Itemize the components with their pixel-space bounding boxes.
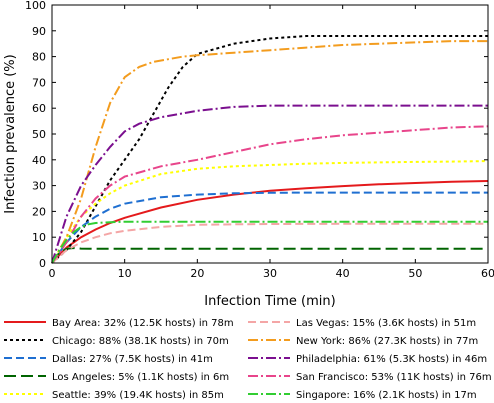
legend-label: Seattle: 39% (19.4K hosts) in 85m: [52, 390, 224, 401]
x-axis: 0 10 20 30 40 50 60: [49, 5, 494, 280]
x-tick-label: 60: [481, 267, 494, 280]
y-tick-label: 10: [32, 231, 46, 244]
series-line: [51, 125, 489, 264]
y-tick-label: 50: [32, 128, 46, 141]
y-tick-label: 30: [32, 180, 46, 193]
y-tick-label: 80: [32, 51, 46, 64]
y-tick-label: 0: [39, 257, 46, 270]
series-line: [51, 180, 489, 264]
series-line: [51, 104, 488, 264]
x-tick-label: 50: [408, 267, 422, 280]
legend-label: Las Vegas: 15% (3.6K hosts) in 51m: [296, 318, 476, 329]
legend-label: Los Angeles: 5% (1.1K hosts) in 6m: [52, 372, 229, 383]
legend-label: Chicago: 88% (38.1K hosts) in 70m: [52, 336, 229, 347]
legend-label: Singapore: 16% (2.1K hosts) in 17m: [296, 390, 477, 401]
y-tick-label: 40: [32, 154, 46, 167]
legend-label: New York: 86% (27.3K hosts) in 77m: [296, 336, 478, 347]
legend-label: Dallas: 27% (7.5K hosts) in 41m: [52, 354, 213, 365]
x-tick-label: 0: [49, 267, 56, 280]
series-line: [51, 246, 488, 264]
y-axis: 0 10 20 30 40 50 60 70 80 90 100: [25, 0, 488, 270]
series-line: [51, 160, 489, 264]
legend: Bay Area: 32% (12.5K hosts) in 78m Chicag…: [4, 318, 492, 401]
x-tick-label: 10: [118, 267, 132, 280]
legend-label: Philadelphia: 61% (5.3K hosts) in 46m: [296, 354, 487, 365]
legend-label: Bay Area: 32% (12.5K hosts) in 78m: [52, 318, 234, 329]
legend-label: San Francisco: 53% (11K hosts) in 76m: [296, 372, 492, 383]
x-tick-label: 40: [336, 267, 350, 280]
series-line: [51, 220, 488, 264]
y-tick-label: 70: [32, 76, 46, 89]
series-lines: [51, 35, 489, 264]
x-tick-label: 20: [190, 267, 204, 280]
series-line: [51, 40, 488, 264]
series-line: [51, 222, 488, 264]
series-line: [51, 191, 488, 264]
x-tick-label: 30: [263, 267, 277, 280]
y-tick-label: 20: [32, 205, 46, 218]
y-tick-label: 90: [32, 25, 46, 38]
series-line: [51, 35, 488, 264]
y-axis-title: Infection prevalence (%): [3, 54, 18, 213]
y-tick-label: 60: [32, 102, 46, 115]
x-axis-title: Infection Time (min): [204, 294, 335, 309]
y-tick-label: 100: [25, 0, 46, 12]
